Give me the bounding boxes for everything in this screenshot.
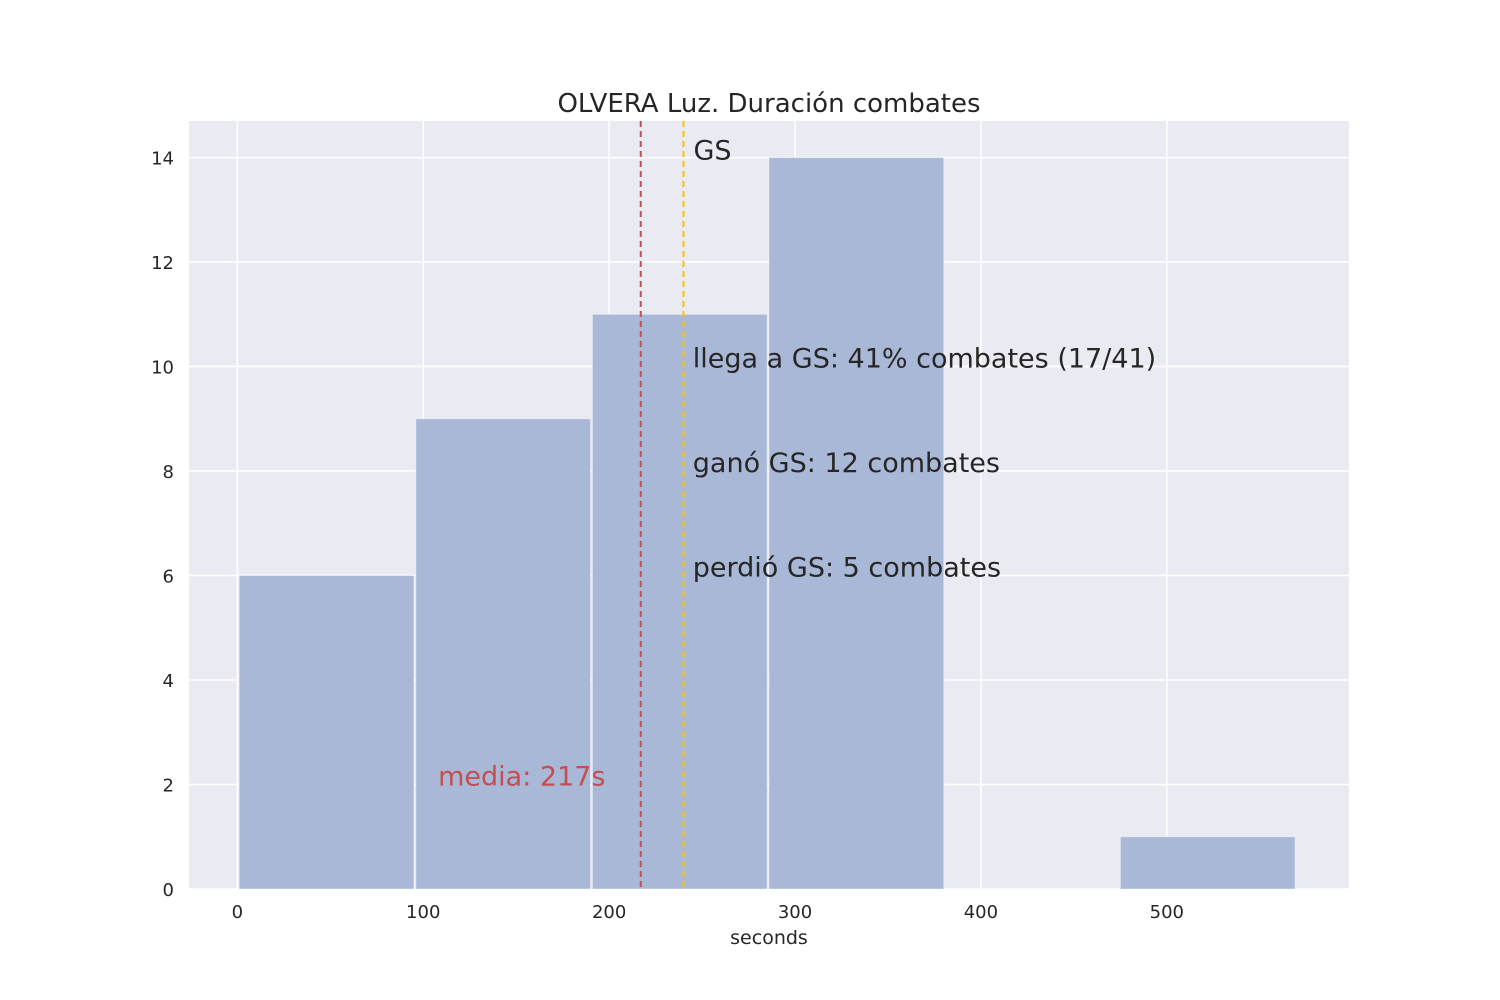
x-tick-label: 200 <box>592 902 626 923</box>
x-tick-label: 300 <box>778 902 812 923</box>
annotation-text: perdió GS: 5 combates <box>693 553 1001 584</box>
y-tick-label: 12 <box>151 253 174 274</box>
x-tick-label: 400 <box>964 902 998 923</box>
x-axis-ticks: 0 100 200 300 400 500 <box>232 902 1184 923</box>
gs-label: GS <box>693 136 731 167</box>
histogram-bar <box>1119 836 1296 890</box>
histogram-bars <box>238 157 1296 890</box>
y-tick-label: 10 <box>151 358 174 379</box>
y-axis-ticks: 0 2 4 6 8 10 12 14 <box>151 149 174 901</box>
histogram-bar <box>415 418 592 890</box>
mean-label: media: 217s <box>438 762 605 793</box>
histogram-bar <box>591 313 768 890</box>
reference-lines <box>639 121 685 889</box>
histogram-bar <box>238 575 415 890</box>
annotation-text: ganó GS: 12 combates <box>693 448 1000 479</box>
x-tick-label: 100 <box>406 902 440 923</box>
y-tick-label: 14 <box>151 149 174 170</box>
annotation-text: llega a GS: 41% combates (17/41) <box>693 344 1156 375</box>
y-tick-label: 8 <box>163 462 174 483</box>
y-tick-label: 4 <box>163 671 174 692</box>
x-tick-label: 500 <box>1150 902 1184 923</box>
x-axis-label: seconds <box>730 927 808 949</box>
y-tick-label: 0 <box>163 880 174 901</box>
y-tick-label: 6 <box>163 567 174 588</box>
chart-title: OLVERA Luz. Duración combates <box>557 89 980 119</box>
histogram-bar <box>768 157 945 890</box>
annotations: GS media: 217s llega a GS: 41% combates (1… <box>438 136 1156 793</box>
x-tick-label: 0 <box>232 902 243 923</box>
y-tick-label: 2 <box>163 776 174 797</box>
